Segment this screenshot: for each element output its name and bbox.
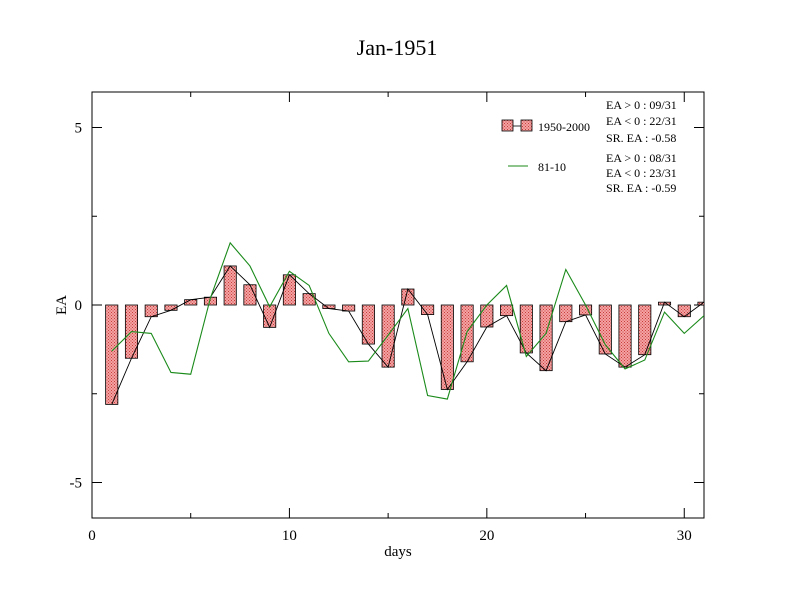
bar-series: [105, 265, 704, 405]
y-tick-label: -5: [70, 476, 83, 492]
legend-label-1950-2000: 1950-2000: [538, 120, 590, 134]
x-tick-label: 30: [677, 528, 692, 544]
legend: 1950-2000 EA > 0 : 09/31 EA < 0 : 22/31 …: [501, 98, 677, 195]
bar-day-1: [105, 304, 119, 405]
legend-stat-2-3: SR. EA : -0.59: [606, 181, 676, 195]
line-series: [111, 241, 704, 400]
legend-stat-1-2: EA < 0 : 22/31: [606, 114, 677, 128]
x-tick-label: 10: [282, 528, 297, 544]
line-81-10: [111, 241, 704, 400]
bar-day-17: [421, 304, 435, 315]
legend-stat-2-1: EA > 0 : 08/31: [606, 151, 677, 165]
bar-day-18: [440, 304, 454, 390]
legend-stat-1-1: EA > 0 : 09/31: [606, 98, 677, 112]
legend-swatch-bar-left: [501, 119, 514, 132]
x-axis-label: days: [384, 544, 412, 560]
bar-day-26: [598, 304, 612, 355]
bar-day-20: [480, 304, 494, 328]
bar-day-21: [500, 304, 514, 317]
y-axis-label: EA: [54, 295, 70, 315]
legend-label-81-10: 81-10: [538, 160, 566, 174]
legend-stat-2-2: EA < 0 : 23/31: [606, 166, 677, 180]
bar-day-7: [223, 265, 237, 306]
bar-day-28: [638, 304, 652, 356]
x-tick-label: 0: [88, 528, 96, 544]
y-tick-label: 0: [75, 298, 83, 314]
bar-day-24: [559, 304, 573, 323]
x-tick-label: 20: [479, 528, 494, 544]
legend-stat-1-3: SR. EA : -0.58: [606, 131, 676, 145]
bar-day-30: [677, 304, 691, 318]
tick-labels: 0 10 20 30 -5 0 5: [70, 121, 692, 545]
chart-title: Jan-1951: [357, 35, 438, 60]
bar-day-14: [361, 304, 375, 345]
y-tick-label: 5: [75, 121, 83, 137]
bar-day-16: [401, 288, 415, 306]
bar-day-27: [618, 304, 632, 368]
axis-ticks: [91, 92, 704, 518]
bar-day-31: [697, 301, 704, 306]
legend-swatch-bar-right: [520, 119, 533, 132]
